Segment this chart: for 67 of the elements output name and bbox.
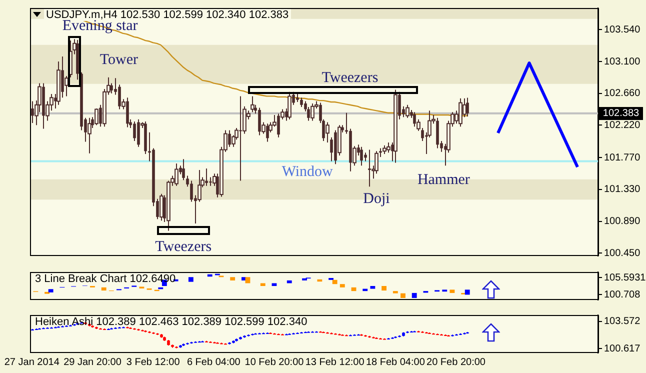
y-tick-label: 100.708 (604, 289, 641, 300)
y-tick-label: 100.450 (604, 248, 641, 259)
x-tick-label: 10 Feb 20:00 (244, 356, 304, 368)
ref-line-label: 102.383 (599, 106, 643, 120)
bar (286, 280, 292, 284)
candlestick (406, 104, 410, 118)
candlestick (300, 97, 303, 108)
bar (230, 277, 236, 280)
bar (340, 284, 345, 288)
bar (382, 286, 387, 291)
bar (400, 293, 406, 298)
x-tick-label: 13 Feb 12:00 (305, 356, 365, 368)
x-tick-label: 18 Feb 04:00 (366, 356, 426, 368)
bar (317, 279, 322, 282)
bar (48, 289, 54, 292)
x-tick-label: 3 Feb 12:00 (126, 356, 180, 368)
y-tick-label: 102.660 (604, 88, 641, 100)
bar (101, 287, 106, 291)
candlestick (88, 117, 92, 154)
bar (464, 290, 470, 295)
candlestick (250, 96, 254, 113)
annotation: Doji (363, 191, 390, 207)
candlestick (386, 142, 390, 154)
bar (188, 277, 194, 282)
y-tick-label: 103.572 (604, 316, 641, 328)
candlestick (288, 91, 292, 120)
y-tick-label: 100.890 (604, 216, 641, 228)
y-tick-label: 105.5931 (604, 272, 646, 284)
chart-title: USDJPY.m,H4 102.530 102.599 102.340 102.383 (44, 9, 291, 21)
candlestick (458, 98, 462, 128)
bar (450, 290, 455, 293)
bar (245, 277, 250, 284)
annotation: Tweezers (322, 70, 378, 86)
candlestick (360, 146, 363, 166)
candlestick (160, 193, 164, 222)
bar (370, 286, 376, 289)
candlestick (182, 158, 185, 181)
annotation: Tower (100, 52, 138, 68)
y-tick-label: 102.220 (604, 120, 641, 131)
candlestick (466, 97, 469, 117)
candlestick (133, 121, 136, 142)
y-tick-label: 103.100 (604, 56, 641, 68)
y-tick-label: 100.617 (604, 343, 641, 354)
x-tick-label: 27 Jan 2014 (4, 356, 60, 368)
candlestick (94, 108, 98, 126)
bar (332, 280, 338, 284)
bar (272, 283, 277, 286)
x-tick-label: 20 Feb 20:00 (426, 356, 486, 368)
candlestick (310, 102, 314, 122)
candlestick (110, 82, 113, 94)
candlestick (368, 149, 371, 188)
x-tick-label: 29 Jan 20:00 (64, 356, 122, 368)
chart-title: 3 Line Break Chart 102.6490 (34, 273, 177, 285)
candlestick (326, 122, 330, 143)
annotation: Tweezers (155, 239, 212, 255)
y-tick-label: 101.770 (604, 152, 641, 164)
candlestick (190, 180, 193, 202)
candlestick (330, 136, 333, 162)
bar (260, 283, 266, 286)
y-tick-label: 103.540 (604, 24, 641, 36)
candlestick (174, 162, 178, 186)
x-tick-label: 6 Feb 04:00 (186, 356, 241, 368)
bar (412, 292, 417, 298)
candlestick (374, 150, 378, 174)
y-tick-label: 101.330 (604, 184, 641, 196)
annotation: Window (282, 164, 333, 180)
annotation: Hammer (417, 172, 470, 188)
